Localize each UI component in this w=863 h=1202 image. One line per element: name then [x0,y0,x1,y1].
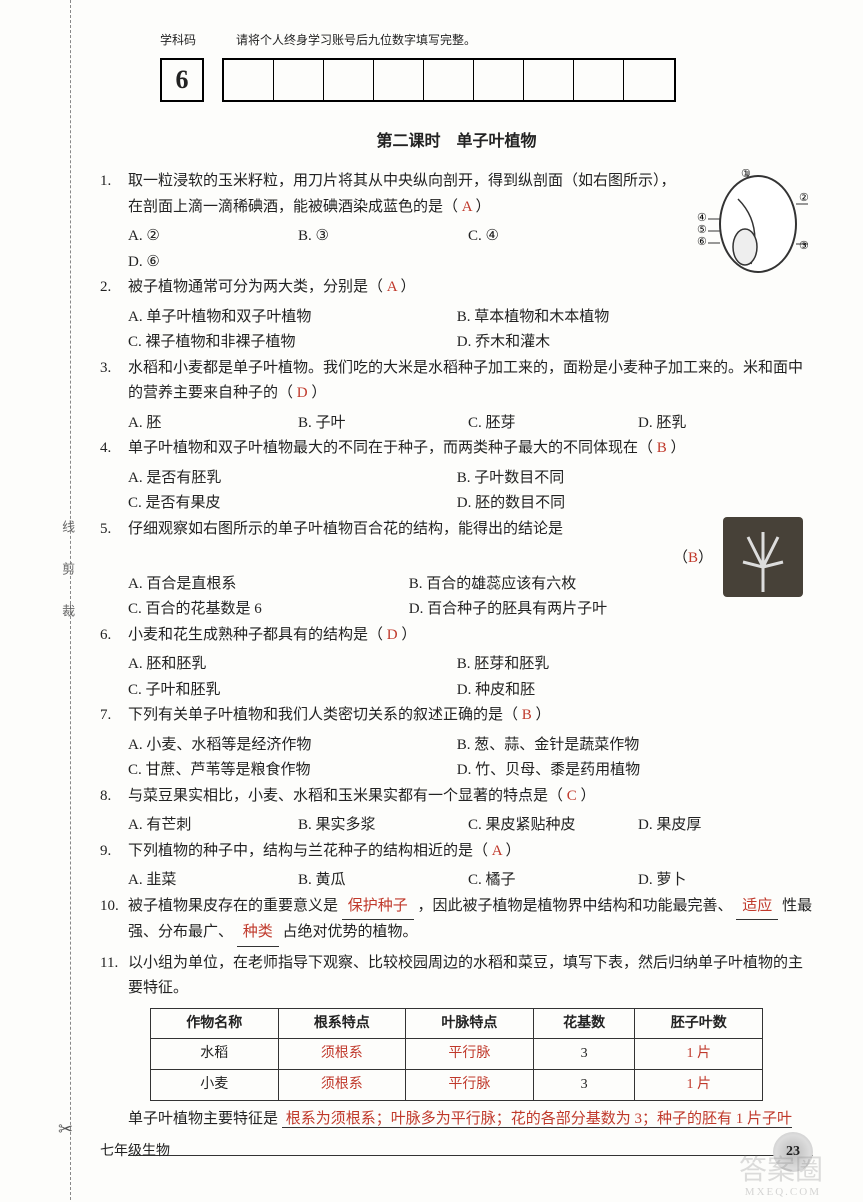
header-labels: 学科码 请将个人终身学习账号后九位数字填写完整。 [160,30,813,50]
cut-line-label: 线 剪 裁 [56,520,78,625]
question-10: 10. 被子植物果皮存在的重要意义是 保护种子 ，因此被子植物是植物界中结构和功… [100,894,813,947]
watermark-sub: MXEQ.COM [745,1183,821,1202]
options-2: A. 单子叶植物和双子叶植物 B. 草本植物和木本植物 C. 裸子植物和非裸子植… [100,305,813,356]
answer-9: A [492,843,502,859]
answer-1: A [462,199,472,215]
grade-label: 七年级生物 [100,1140,170,1164]
question-7: 7. 下列有关单子叶植物和我们人类密切关系的叙述正确的是（ B ） [100,703,813,729]
content-area: ① ② ③ ④ ⑤ ⑥ 1. 取一粒浸软的玉米籽粒，用刀片将其从中央纵向剖开，得… [100,169,813,1156]
options-3: A. 胚 B. 子叶 C. 胚芽 D. 胚乳 [100,411,813,437]
answer-6: D [387,627,398,643]
lesson-title: 第二课时 单子叶植物 [100,128,813,155]
options-8: A. 有芒刺 B. 果实多浆 C. 果皮紧贴种皮 D. 果皮厚 [100,813,813,839]
question-11: 11. 以小组为单位，在老师指导下观察、比较校园周边的水稻和菜豆，填写下表，然后… [100,951,813,1002]
blank-10-2: 适应 [736,894,778,921]
options-5: A. 百合是直根系 B. 百合的雄蕊应该有六枚 C. 百合的花基数是 6 D. … [100,572,813,623]
question-5: 5. 仔细观察如右图所示的单子叶植物百合花的结构，能得出的结论是 [100,517,813,543]
answer-7: B [522,707,532,723]
table-row: 水稻 须根系 平行脉 3 1 片 [150,1039,762,1070]
page-footer: 七年级生物 23 [100,1132,813,1172]
options-4: A. 是否有胚乳 B. 子叶数目不同 C. 是否有果皮 D. 胚的数目不同 [100,466,813,517]
question-8: 8. 与菜豆果实相比，小麦、水稻和玉米果实都有一个显著的特点是（ C ） [100,784,813,810]
subject-code-label: 学科码 [160,30,196,50]
header-instruction: 请将个人终身学习账号后九位数字填写完整。 [236,30,476,50]
blank-10-3: 种类 [237,920,279,947]
answer-2: A [387,279,397,295]
answer-4: B [657,440,667,456]
question-2: 2. 被子植物通常可分为两大类，分别是（ A ） [100,275,813,301]
options-6: A. 胚和胚乳 B. 胚芽和胚乳 C. 子叶和胚乳 D. 种皮和胚 [100,652,813,703]
answer-5: B [688,550,698,566]
options-9: A. 韭菜 B. 黄瓜 C. 橘子 D. 萝卜 [100,868,813,894]
svg-text:③: ③ [799,240,809,252]
account-grid[interactable] [222,58,676,102]
answer-3: D [297,385,308,401]
table-header-row: 作物名称 根系特点 叶脉特点 花基数 胚子叶数 [150,1008,762,1039]
answer-8: C [567,788,577,804]
subject-code-box: 6 [160,58,204,102]
summary-answer: 根系为须根系；叶脉多为平行脉；花的各部分基数为 3；种子的胚有 1 片子叶 [286,1111,792,1127]
question-3: 3. 水稻和小麦都是单子叶植物。我们吃的大米是水稻种子加工来的，面粉是小麦种子加… [100,356,813,407]
options-7: A. 小麦、水稻等是经济作物 B. 葱、蒜、金针是蔬菜作物 C. 甘蔗、芦苇等是… [100,733,813,784]
question-9: 9. 下列植物的种子中，结构与兰花种子的结构相近的是（ A ） [100,839,813,865]
svg-text:⑤: ⑤ [697,224,707,236]
question-1: 1. 取一粒浸软的玉米籽粒，用刀片将其从中央纵向剖开，得到纵剖面（如右图所示），… [100,169,813,220]
answer-5-line: （B） [100,546,813,572]
scissors-icon: ✂ [58,1114,73,1145]
observation-table: 作物名称 根系特点 叶脉特点 花基数 胚子叶数 水稻 须根系 平行脉 3 1 片… [150,1008,763,1101]
question-4: 4. 单子叶植物和双子叶植物最大的不同在于种子，而两类种子最大的不同体现在（ B… [100,436,813,462]
blank-10-1: 保护种子 [342,894,414,921]
table-row: 小麦 须根系 平行脉 3 1 片 [150,1070,762,1101]
question-6: 6. 小麦和花生成熟种子都具有的结构是（ D ） [100,623,813,649]
svg-text:⑥: ⑥ [697,236,707,248]
